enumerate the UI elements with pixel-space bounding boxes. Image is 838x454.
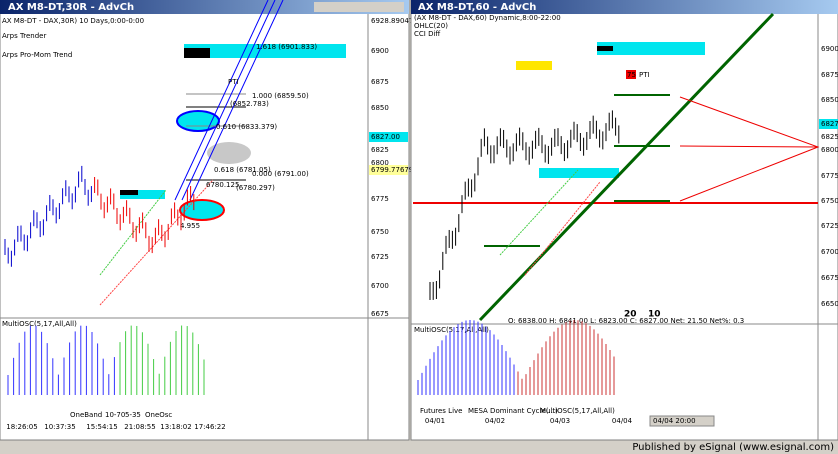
price-label: 6750 xyxy=(371,228,389,236)
price-marker xyxy=(819,119,838,129)
count-label: 10 xyxy=(648,310,661,320)
right-window: AX M8-DT,60 - AdvCh (AX M8-DT - DAX,60) … xyxy=(410,0,838,441)
panel-label: MultiOSC(5,17,All,All) xyxy=(2,320,77,328)
tab: MultiOSC(5,17,All,All) xyxy=(540,407,615,415)
indicator-label: CCI Diff xyxy=(414,30,440,38)
fib-label: 6780.125 xyxy=(206,181,239,189)
indicator-label: OHLC(20) xyxy=(414,22,448,30)
time-label: 13:18:02 xyxy=(160,423,191,431)
price-label: 6675 xyxy=(821,274,838,282)
price-label: 6900 xyxy=(821,45,838,53)
indicator-label: Arps Pro-Mom Trend xyxy=(2,51,72,59)
price-label: 6675 xyxy=(371,310,389,318)
price-label: 6775 xyxy=(821,172,838,180)
tab: MESA Dominant Cycle(...) xyxy=(468,407,558,415)
price-bars xyxy=(4,110,620,395)
tab-bar: OneBand 10-70 5-35 OneOsc xyxy=(70,411,172,419)
fib-label: (6852.783) xyxy=(230,100,269,108)
price-label: 6875 xyxy=(371,78,389,86)
fib-label: 4.955 xyxy=(180,222,200,230)
price-label: 6750 xyxy=(821,197,838,205)
time-axis: 18:26:05 10:37:35 15:54:15 21:08:55 13:18:02… xyxy=(6,423,225,431)
fib-label: 0.610 (6833.379) xyxy=(216,123,277,131)
time-label: 17:46:22 xyxy=(194,423,225,431)
indicator-label: Arps Trender xyxy=(2,32,46,40)
time-label: 10:37:35 xyxy=(44,423,75,431)
tab: 5-35 xyxy=(125,411,141,419)
date-label: 04/02 xyxy=(485,417,505,425)
count-label: 20 xyxy=(624,310,637,320)
price-label: 6827 xyxy=(821,120,838,128)
price-label: 6775 xyxy=(371,195,389,203)
cursor-date: 04/04 20:00 xyxy=(653,417,696,425)
chart-subtitle: (AX M8-DT - DAX,60) Dynamic,8:00-22:00 xyxy=(414,14,561,22)
price-label: 6827.00 xyxy=(371,133,400,141)
price-label: 6800 xyxy=(821,146,838,154)
time-label: 21:08:55 xyxy=(124,423,155,431)
price-label: 6700 xyxy=(371,282,389,290)
time-label: 15:54:15 xyxy=(86,423,117,431)
price-marker xyxy=(369,132,408,142)
fib-label: 1.618 (6901.833) xyxy=(256,43,317,51)
price-label: 6800 xyxy=(371,159,389,167)
fib-label: (6780.297) xyxy=(236,184,275,192)
price-label: 6799.77679 xyxy=(371,166,413,174)
pti-label: PTI xyxy=(639,71,650,79)
left-window: AX M8-DT,30R - AdvCh AX M8-DT - DAX,30R)… xyxy=(0,0,413,441)
time-label: 18:26:05 xyxy=(6,423,37,431)
ohlc-info: O: 6838.00 H: 6841.00 L: 6823.00 C: 6827… xyxy=(508,317,744,325)
price-label: 6850 xyxy=(371,104,389,112)
panel-label: MultiOSC(5,17,All,All) xyxy=(414,326,489,334)
tab: 10-70 xyxy=(105,411,125,419)
price-label: 6875 xyxy=(821,71,838,79)
price-axis: 6900 6875 6850 6827 6825 6800 6775 6750 6725 6700… xyxy=(819,45,838,308)
price-label: 6725 xyxy=(821,222,838,230)
window-title: AX M8-DT,30R - AdvCh xyxy=(8,2,134,13)
date-label: 04/01 xyxy=(425,417,445,425)
price-axis: 6928.89047 6900 6875 6850 6827.00 6825 6800679… xyxy=(369,17,413,318)
tab: OneOsc xyxy=(145,411,172,419)
fib-label: PTI xyxy=(228,78,239,86)
chart-subtitle: AX M8-DT - DAX,30R) 10 Days,0:00-0:00 xyxy=(2,17,144,25)
footer: Published by eSignal (www.esignal.com) xyxy=(632,442,834,453)
price-marker xyxy=(369,165,408,175)
price-label: 6900 xyxy=(371,47,389,55)
pti-label: 75 xyxy=(627,71,636,79)
tab: Futures Live xyxy=(420,407,462,415)
price-label: 6650 xyxy=(821,300,838,308)
price-label: 6825 xyxy=(371,146,389,154)
date-axis: 04/01 04/02 04/03 04/04 xyxy=(425,417,633,425)
price-label: 6850 xyxy=(821,96,838,104)
price-label: 6725 xyxy=(371,253,389,261)
fib-label: 0.618 (6781.05) xyxy=(214,166,271,174)
price-label: 6825 xyxy=(821,133,838,141)
date-label: 04/03 xyxy=(550,417,570,425)
fib-label: 0.000 (6791.00) xyxy=(252,170,309,178)
tab: OneBand xyxy=(70,411,102,419)
fib-label: 1.000 (6859.50) xyxy=(252,92,309,100)
price-label: 6928.89047 xyxy=(371,17,413,25)
price-label: 6700 xyxy=(821,248,838,256)
window-title: AX M8-DT,60 - AdvCh xyxy=(418,2,536,13)
date-label: 04/04 xyxy=(612,417,633,425)
tab-bar: Futures Live MESA Dominant Cycle(...)Mult… xyxy=(420,407,615,415)
